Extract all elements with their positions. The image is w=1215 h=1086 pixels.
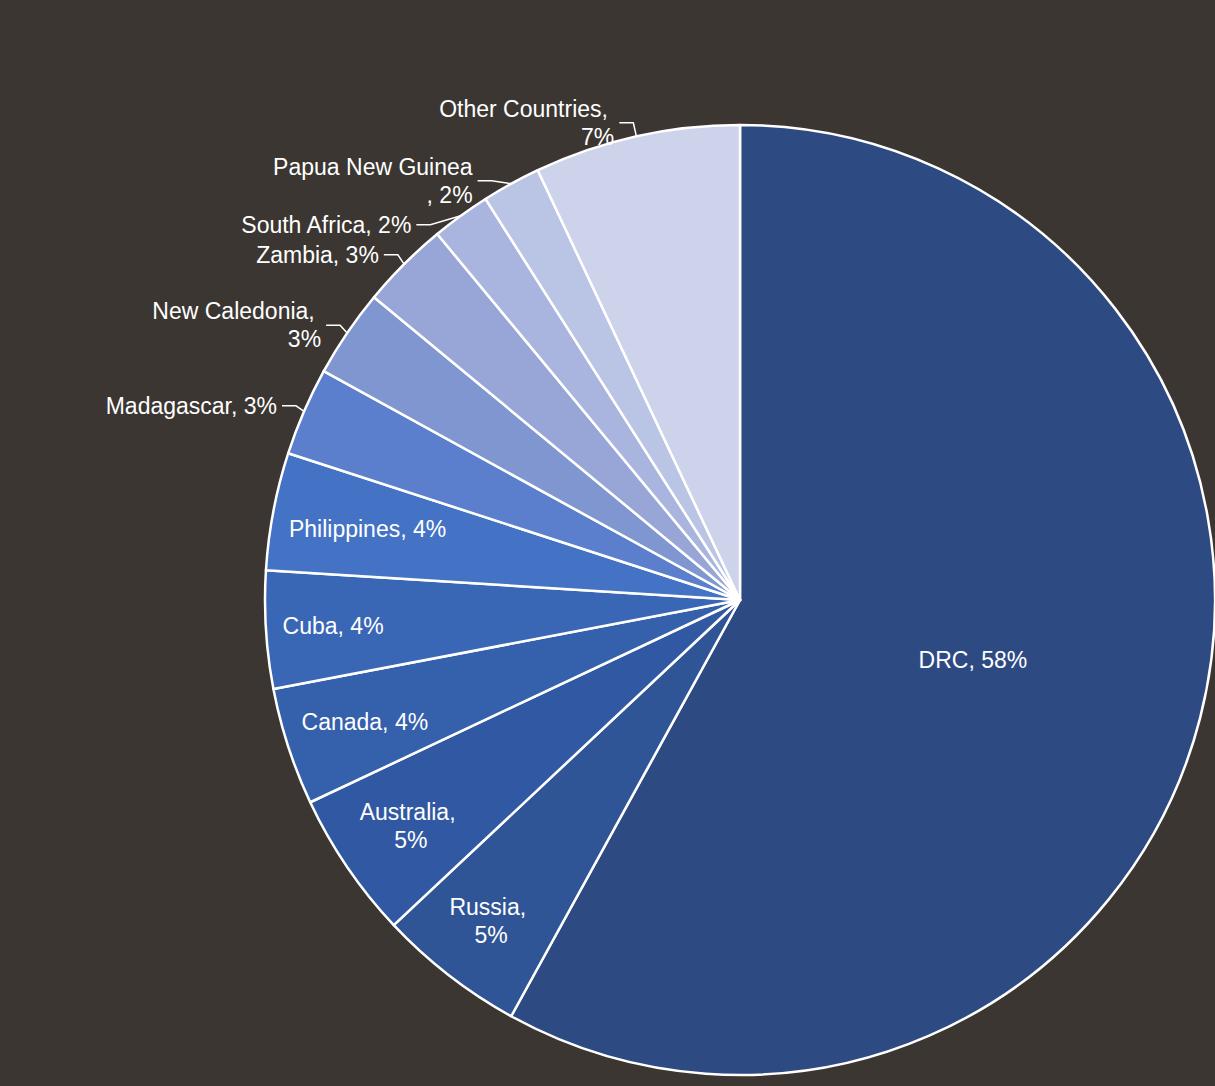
svg-text:7%: 7% [581,124,614,150]
svg-text:, 2%: , 2% [427,182,473,208]
svg-text:South Africa, 2%: South Africa, 2% [241,212,411,238]
svg-text:5%: 5% [388,827,428,853]
svg-text:Madagascar, 3%: Madagascar, 3% [106,393,277,419]
svg-text:Philippines, 4%: Philippines, 4% [289,516,446,542]
svg-text:Canada, 4%: Canada, 4% [302,709,429,735]
svg-text:Australia,: Australia, [360,799,456,825]
svg-text:Other Countries,: Other Countries, [439,96,614,122]
svg-text:New Caledonia,: New Caledonia, [152,298,321,324]
svg-text:Cuba, 4%: Cuba, 4% [283,613,384,639]
svg-text:Zambia, 3%: Zambia, 3% [256,242,379,268]
svg-text:Russia,: Russia, [449,894,532,920]
svg-text:Papua New Guinea: Papua New Guinea [273,154,473,180]
svg-text:3%: 3% [288,326,321,352]
svg-text:DRC, 58%: DRC, 58% [919,647,1028,673]
svg-text:5%: 5% [474,922,507,948]
